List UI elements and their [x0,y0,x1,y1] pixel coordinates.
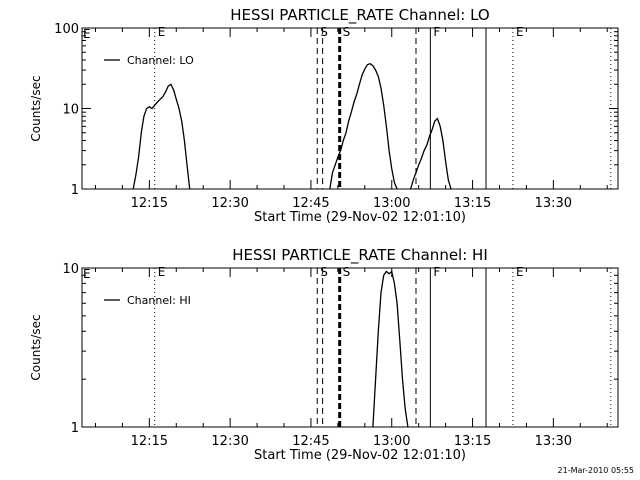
y-tick-label: 10 [62,103,79,118]
x-tick-label: 12:30 [211,434,248,449]
y-tick-label: 1 [71,421,79,436]
x-tick-label: 13:15 [454,434,491,449]
x-tick-label: 13:00 [373,196,410,211]
x-tick-label: 12:15 [131,196,168,211]
event-label: F [433,265,440,279]
chart-title: HESSI PARTICLE_RATE Channel: LO [230,6,489,25]
event-label: E [516,265,524,279]
panel-hi: HESSI PARTICLE_RATE Channel: HI 1 10 12:15 1… [29,246,619,463]
event-label: S [320,265,328,279]
x-tick-label: 12:15 [131,434,168,449]
series-line [409,117,452,190]
x-tick-label: 13:15 [454,196,491,211]
y-tick-label: 100 [54,22,79,37]
event-label: S [343,25,351,39]
panel-lo: HESSI PARTICLE_RATE Channel: LO 1 10 100 12:… [29,6,619,225]
timestamp-footer: 21-Mar-2010 05:55 [557,466,635,475]
x-tick-label: 13:30 [535,196,572,211]
y-axis-label: Counts/sec [29,75,43,141]
y-tick-label: 1 [71,183,79,198]
event-label: E [83,267,91,281]
legend-label: Channel: HI [127,294,191,307]
event-label: E [158,25,166,39]
event-label: E [516,25,524,39]
y-tick-label: 10 [62,262,79,277]
x-tick-label: 13:00 [373,434,410,449]
chart-title: HESSI PARTICLE_RATE Channel: HI [232,246,488,265]
x-tick-label: 12:45 [292,434,329,449]
series-line [372,270,409,428]
x-axis-label: Start Time (29-Nov-02 12:01:10) [254,448,466,463]
x-tick-label: 13:30 [535,434,572,449]
event-label: S [343,265,351,279]
x-tick-label: 12:45 [292,196,329,211]
plot-frame [81,267,619,428]
x-tick-label: 12:30 [211,196,248,211]
series-line [132,83,191,190]
event-label: E [83,27,91,41]
legend-label: Channel: LO [127,54,194,67]
event-label: F [433,25,440,39]
event-label: S [320,25,328,39]
plot-frame [81,27,619,190]
event-label: E [158,265,166,279]
y-axis-label: Counts/sec [29,314,43,380]
series-line [329,62,398,190]
x-axis-label: Start Time (29-Nov-02 12:01:10) [254,210,466,225]
